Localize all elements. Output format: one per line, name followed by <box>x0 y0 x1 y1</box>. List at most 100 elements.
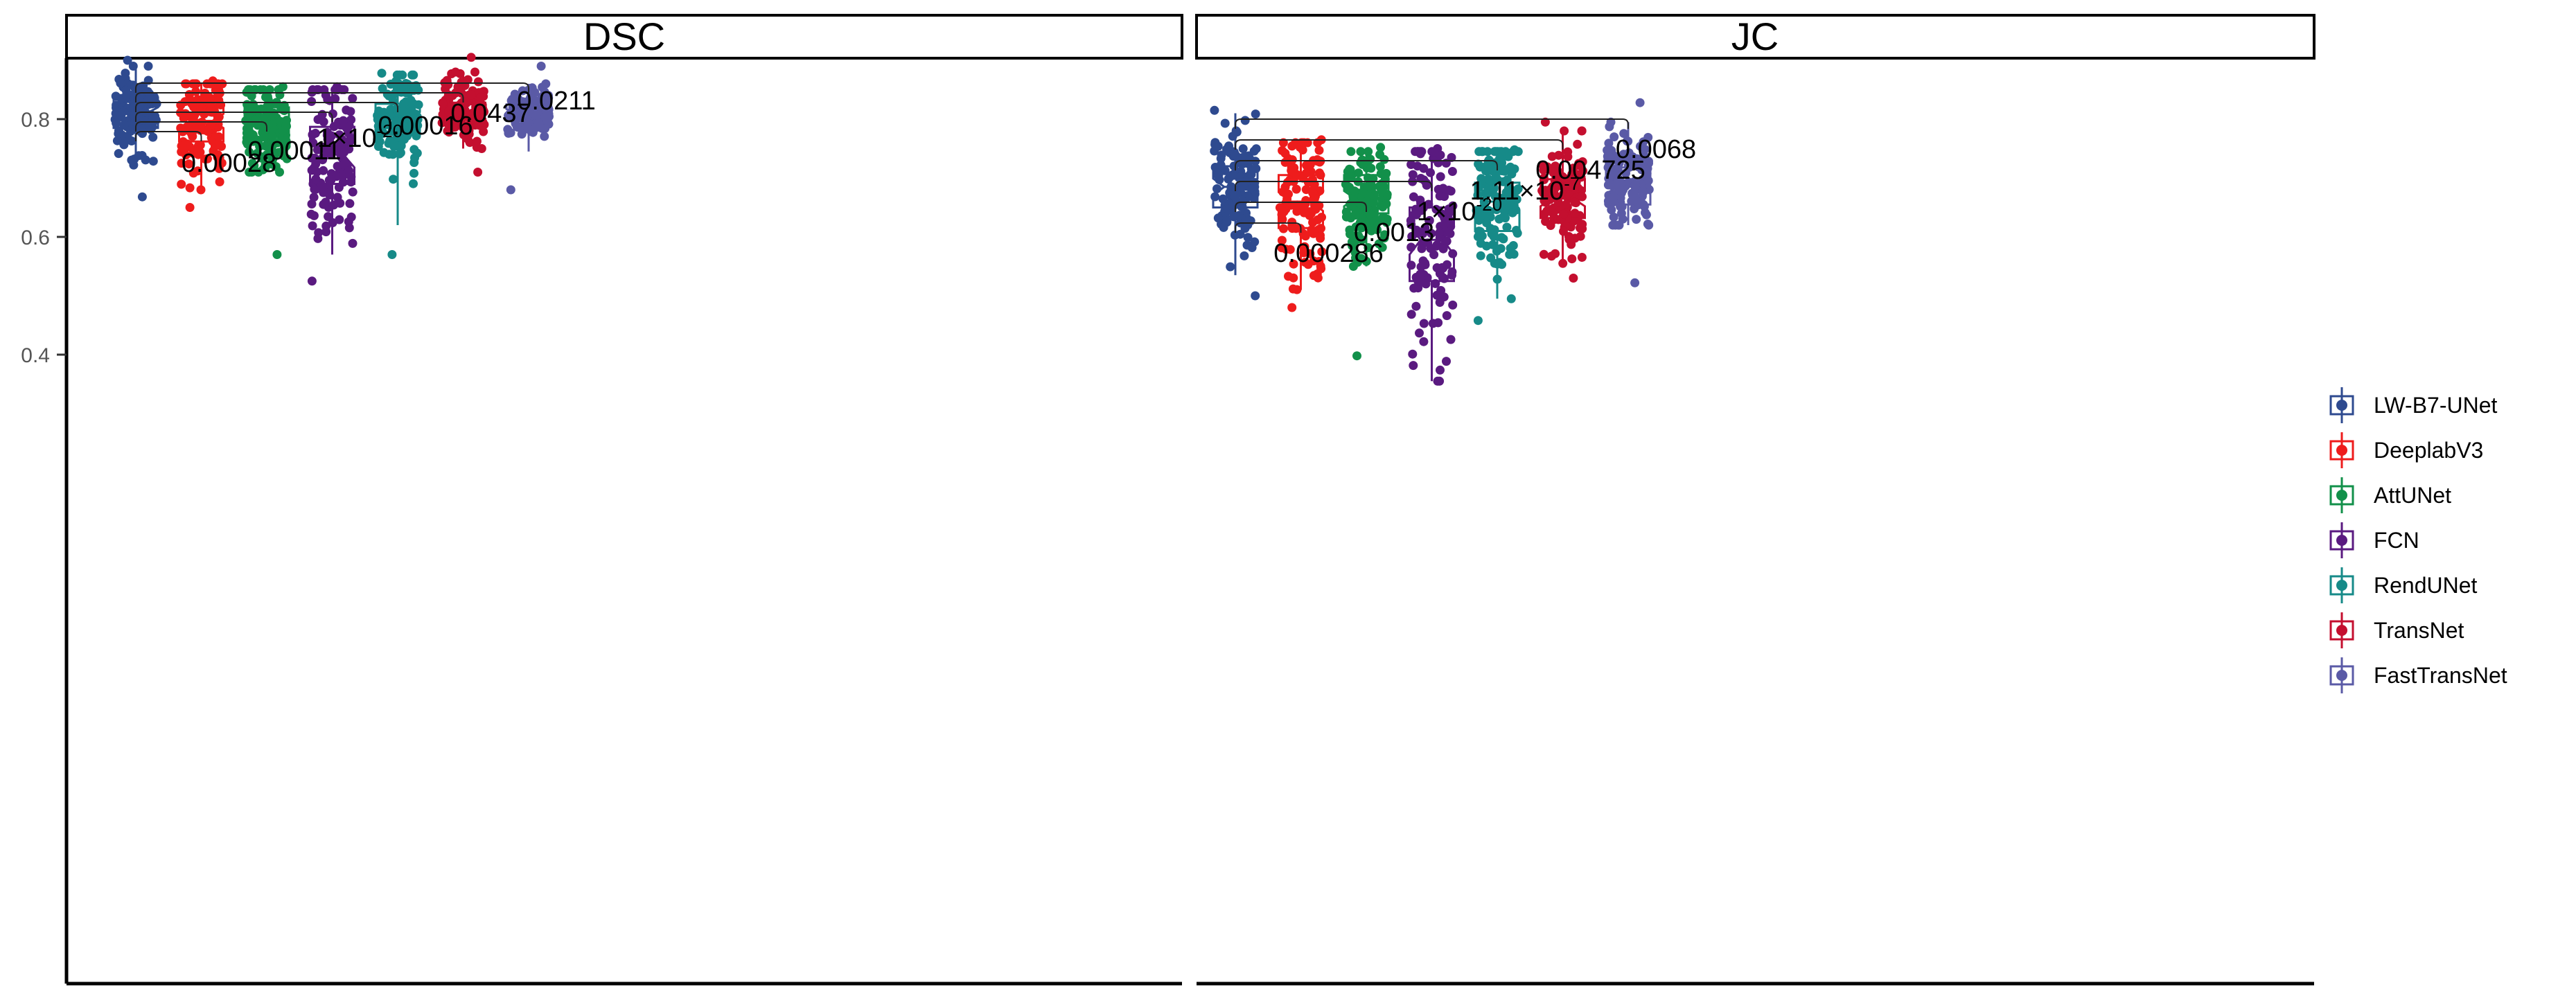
data-point <box>1212 184 1221 193</box>
bracket-line <box>1235 202 1367 212</box>
data-point <box>470 67 479 77</box>
data-point <box>1315 168 1324 178</box>
data-point <box>1308 175 1317 184</box>
box-group-jc-fasttransnet <box>1603 98 1654 287</box>
data-point <box>1279 224 1288 233</box>
sig-bracket-dsc-1: 0.00028 <box>135 131 276 178</box>
legend-label-rendunet: RendUNet <box>2374 573 2478 598</box>
data-point <box>1382 218 1391 227</box>
data-point <box>214 132 224 141</box>
data-point <box>116 78 125 88</box>
data-point <box>1616 208 1626 218</box>
sig-bracket-jc-4: 1.11×10-7 <box>1235 160 1580 206</box>
data-point <box>1431 278 1440 288</box>
data-point <box>346 212 356 222</box>
data-point <box>504 128 513 138</box>
data-point <box>119 121 129 130</box>
data-point <box>311 159 321 169</box>
data-point <box>1635 98 1645 107</box>
data-point <box>1427 229 1436 238</box>
data-point <box>1632 215 1641 224</box>
bracket-line <box>1235 160 1498 170</box>
data-point <box>1317 213 1326 222</box>
data-point <box>1411 301 1421 311</box>
data-point <box>1301 185 1311 195</box>
data-point <box>1231 185 1241 195</box>
data-point <box>348 94 358 103</box>
data-point <box>1421 178 1431 188</box>
data-point <box>1442 236 1452 246</box>
data-point <box>1643 132 1653 142</box>
data-point <box>452 108 461 118</box>
data-point <box>1570 197 1580 207</box>
data-point <box>1364 147 1373 157</box>
data-point <box>116 110 126 120</box>
box-group-jc-deeplabv3 <box>1275 135 1327 312</box>
data-point <box>1485 207 1495 216</box>
p-value-label: 0.0068 <box>1616 135 1696 164</box>
data-point <box>1229 212 1239 222</box>
data-point <box>148 132 158 142</box>
data-point <box>1375 162 1385 172</box>
data-point <box>1317 247 1327 256</box>
data-point <box>307 199 317 208</box>
data-point <box>145 122 154 132</box>
data-point <box>244 85 254 94</box>
data-point <box>337 135 347 145</box>
p-value-label: 0.00011 <box>248 136 342 166</box>
data-point <box>1350 248 1360 258</box>
data-point <box>1539 188 1549 198</box>
data-point <box>386 105 396 114</box>
data-point <box>1577 126 1587 136</box>
data-point <box>1443 260 1452 269</box>
data-point <box>1355 218 1365 228</box>
data-point <box>321 227 331 237</box>
data-point <box>518 86 527 96</box>
data-point <box>122 90 131 100</box>
data-point <box>1435 298 1445 307</box>
data-point <box>1288 284 1298 294</box>
data-point <box>143 62 153 71</box>
data-point <box>1377 242 1387 252</box>
data-point <box>1617 202 1627 211</box>
data-point <box>1406 310 1416 319</box>
data-point <box>1216 154 1226 163</box>
data-point <box>1240 116 1250 125</box>
data-point <box>1229 161 1239 171</box>
data-point <box>1540 175 1549 184</box>
data-point <box>263 120 273 130</box>
data-point <box>134 151 143 161</box>
data-point <box>1280 157 1290 167</box>
data-point <box>1346 172 1356 181</box>
data-point <box>1379 230 1389 240</box>
data-point <box>540 112 549 122</box>
data-point <box>1309 193 1318 203</box>
data-point <box>1639 188 1648 197</box>
data-point <box>1376 143 1386 152</box>
data-point <box>114 129 123 139</box>
facet-dsc: DSC 0.000280.000111×10-200.000160.04370.… <box>64 14 1183 986</box>
p-value-exponent: -7 <box>1564 173 1580 194</box>
data-point <box>1224 173 1234 183</box>
data-point <box>1352 351 1361 361</box>
facet-strip-dsc <box>65 14 1183 60</box>
data-point <box>1284 272 1293 281</box>
data-point <box>1406 260 1416 270</box>
data-point <box>1314 145 1324 155</box>
sig-bracket-dsc-4: 0.00016 <box>135 102 473 141</box>
data-point <box>346 177 356 187</box>
data-point <box>403 80 412 89</box>
data-point <box>251 85 261 94</box>
data-point <box>1287 155 1297 165</box>
data-point <box>1364 173 1373 183</box>
data-point <box>413 115 423 125</box>
data-point <box>1432 290 1442 300</box>
data-point <box>1419 337 1429 346</box>
data-point <box>1436 365 1445 375</box>
data-point <box>313 233 323 243</box>
data-point <box>473 77 483 87</box>
data-point <box>391 76 400 86</box>
data-point <box>1440 220 1449 229</box>
data-point <box>310 184 319 194</box>
data-point <box>215 177 224 186</box>
